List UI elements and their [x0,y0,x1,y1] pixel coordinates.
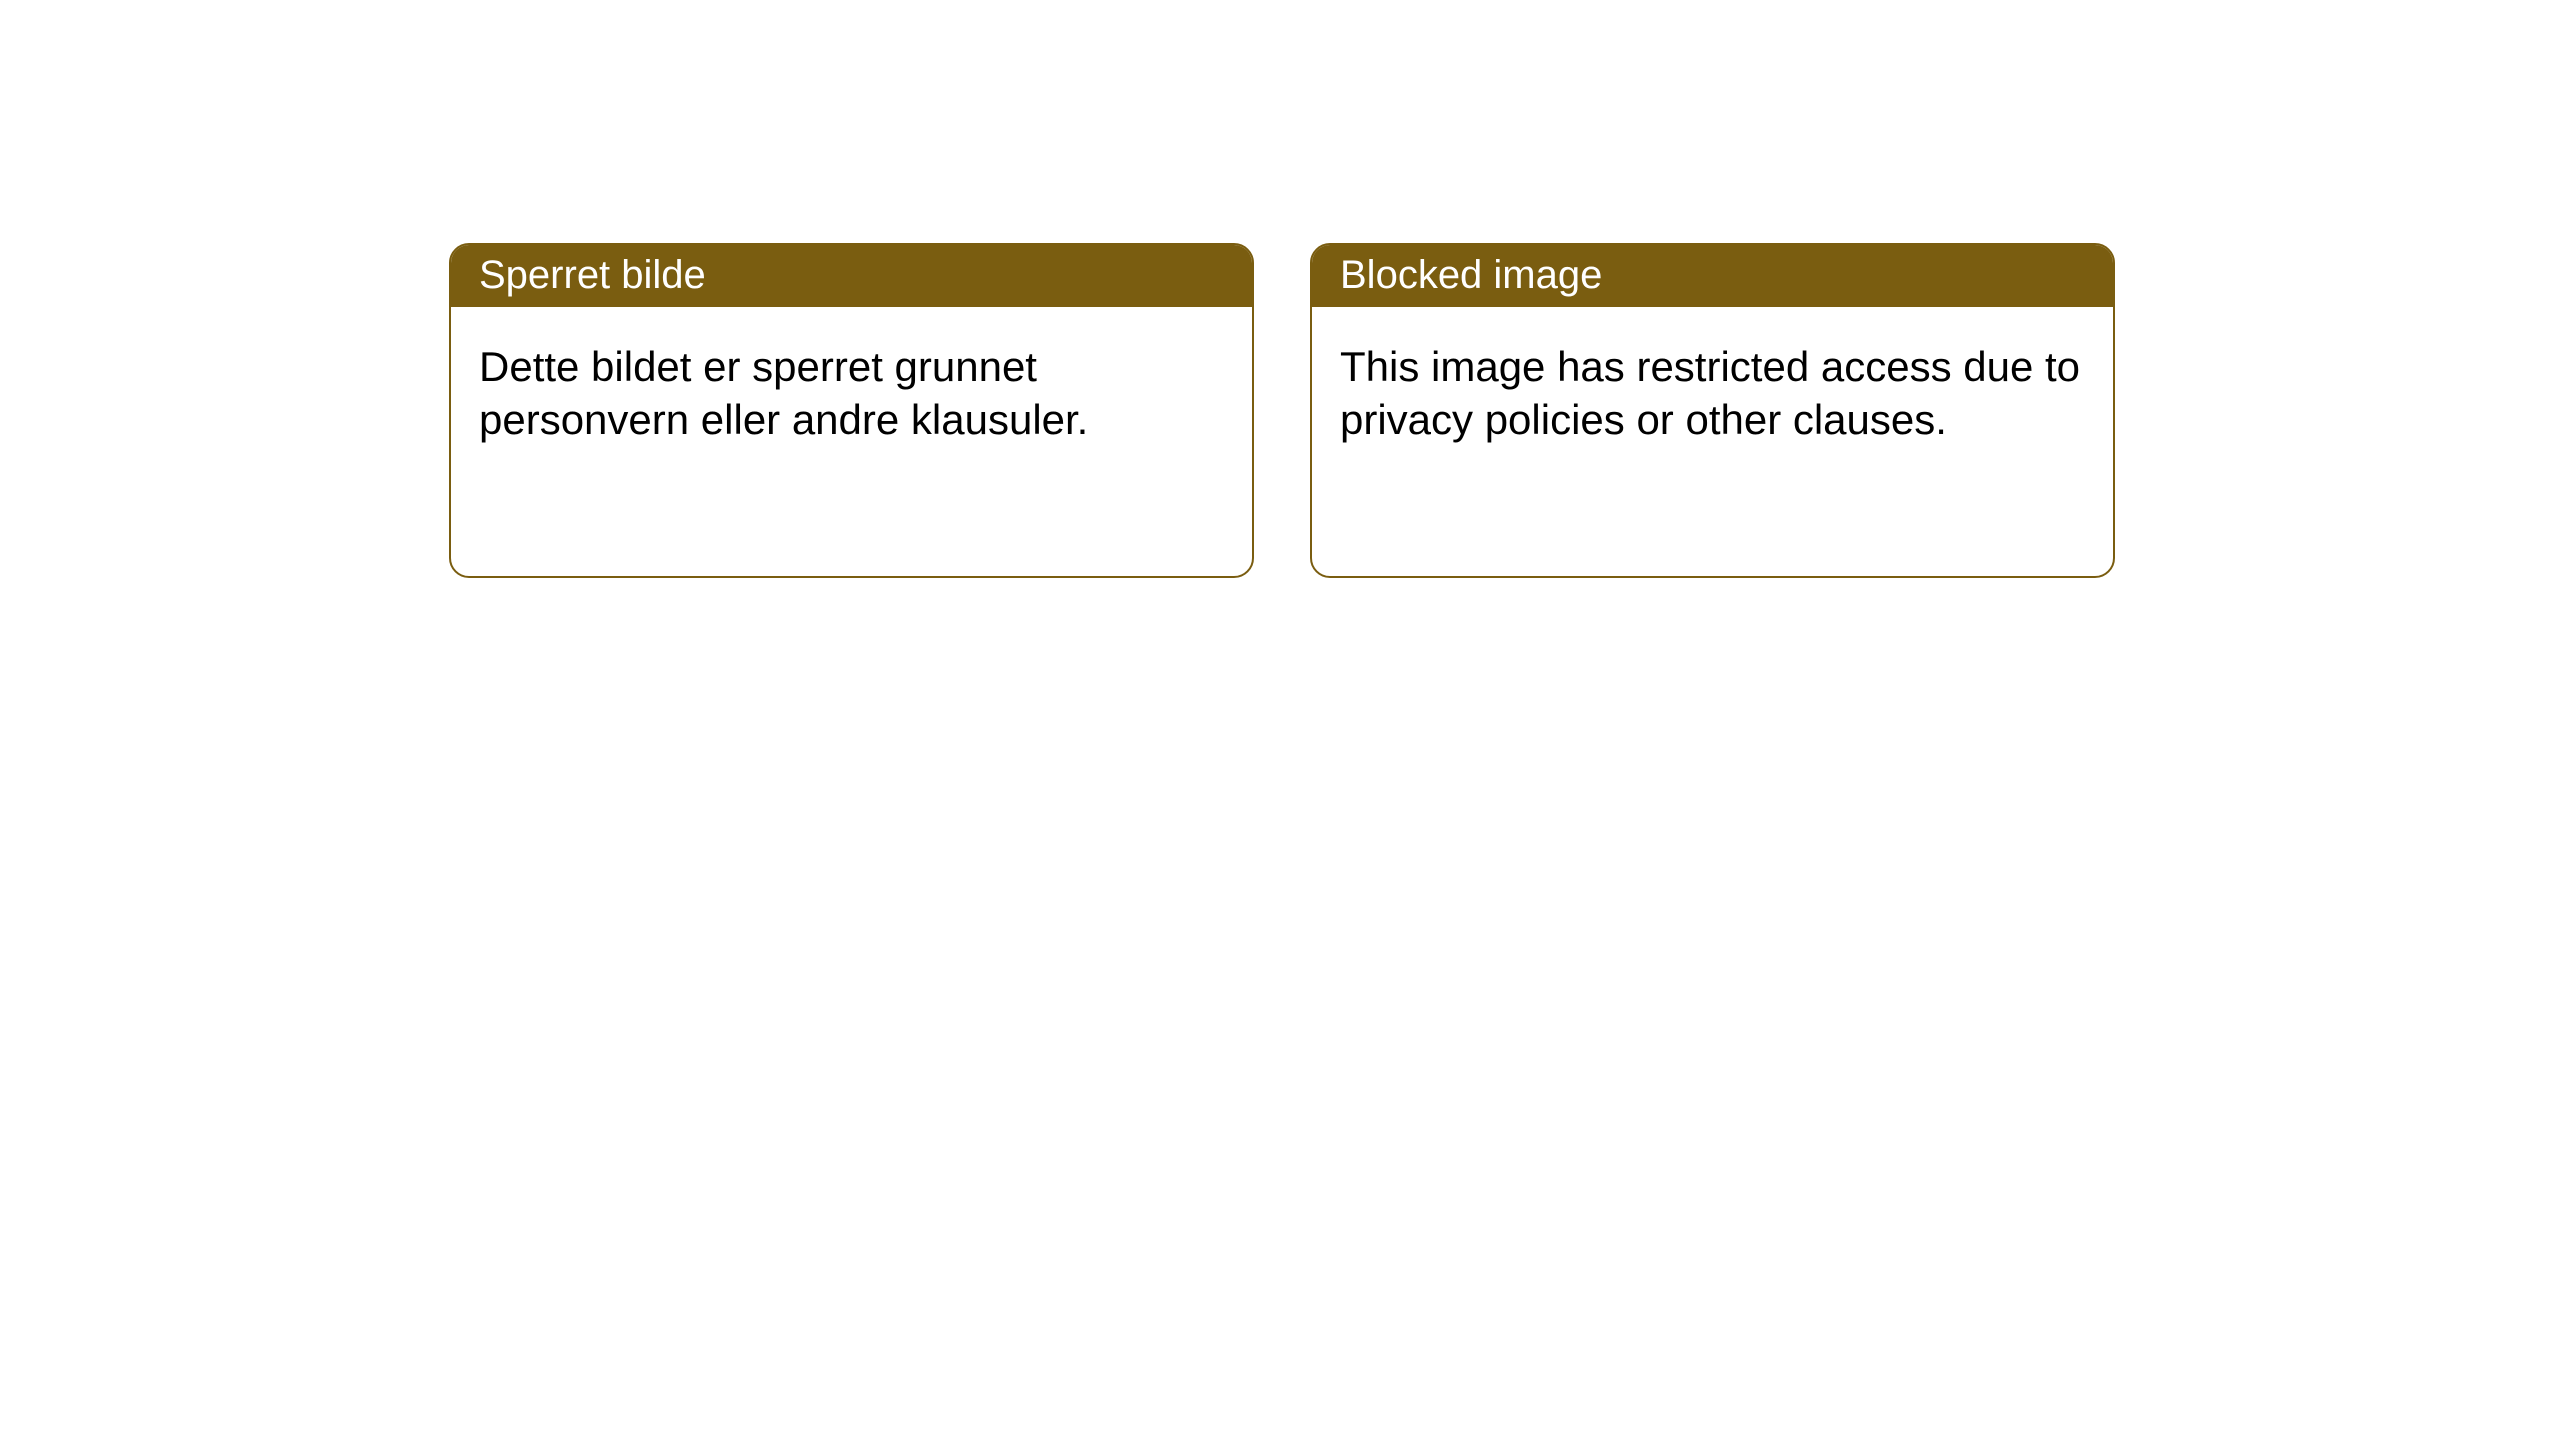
notice-body: This image has restricted access due to … [1312,307,2113,480]
notice-container: Sperret bilde Dette bildet er sperret gr… [0,0,2560,578]
notice-body: Dette bildet er sperret grunnet personve… [451,307,1252,480]
notice-header: Sperret bilde [451,245,1252,307]
notice-header: Blocked image [1312,245,2113,307]
notice-card-norwegian: Sperret bilde Dette bildet er sperret gr… [449,243,1254,578]
notice-card-english: Blocked image This image has restricted … [1310,243,2115,578]
